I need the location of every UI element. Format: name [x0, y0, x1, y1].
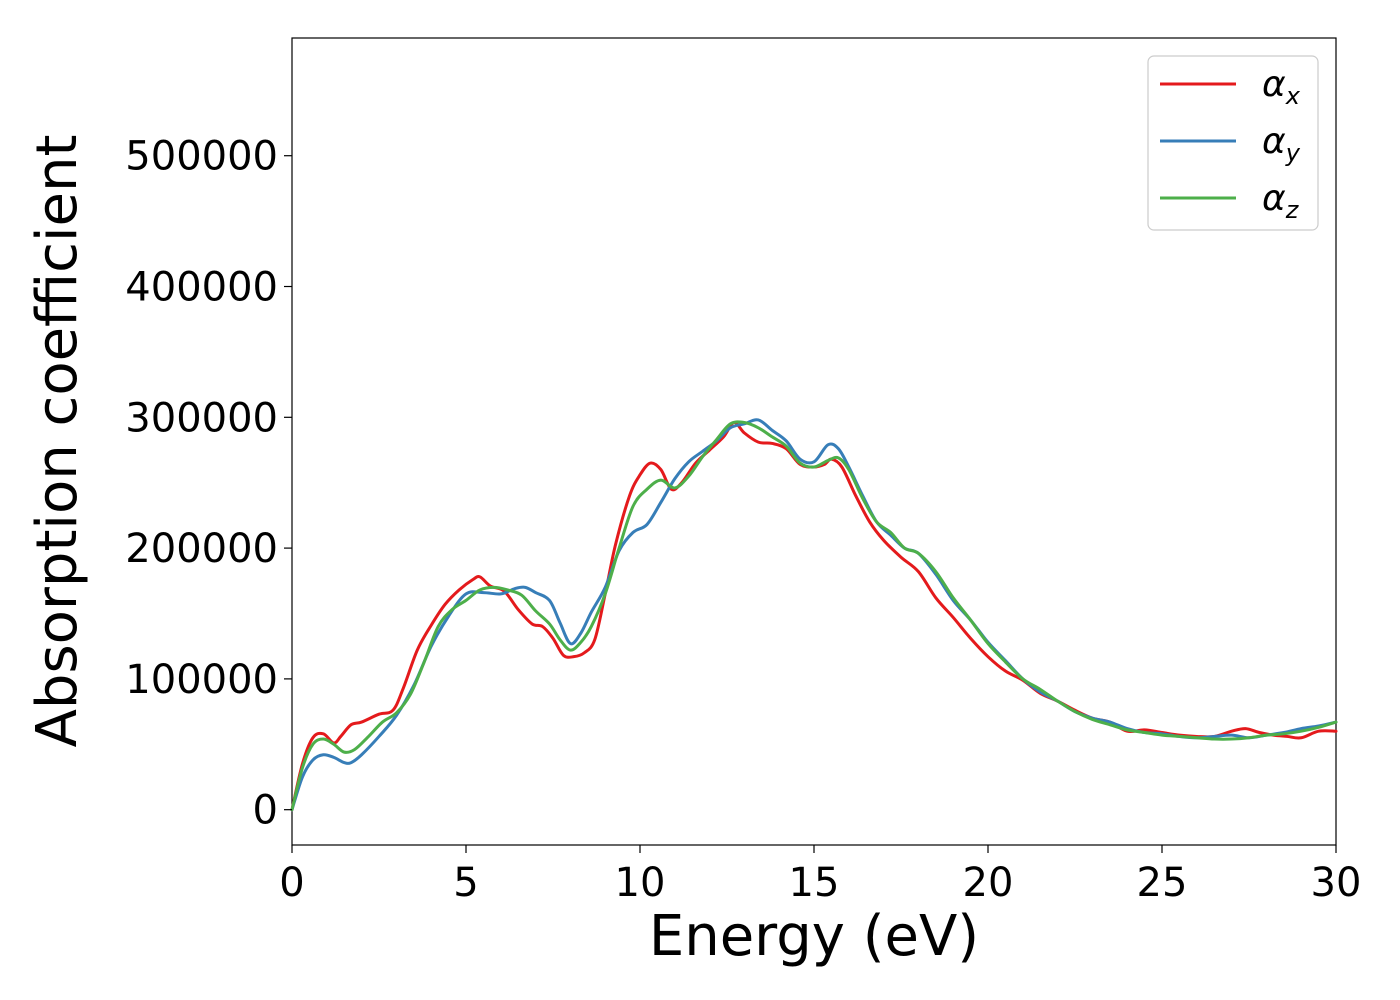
- legend-label-x: αx: [1262, 64, 1301, 110]
- legend-label-z: αz: [1262, 178, 1300, 224]
- legend-label-base: α: [1262, 178, 1286, 219]
- legend-label-subscript: y: [1285, 139, 1301, 167]
- legend-label-subscript: x: [1285, 82, 1301, 110]
- y-axis-label: Absorption coefficient: [25, 135, 90, 748]
- y-tick-label: 200000: [125, 526, 278, 572]
- legend-label-y: αy: [1262, 121, 1301, 167]
- x-tick-label: 30: [1311, 860, 1362, 906]
- y-tick-label: 0: [253, 788, 278, 834]
- x-tick-label: 0: [279, 860, 304, 906]
- x-tick-label: 25: [1137, 860, 1188, 906]
- y-tick-label: 500000: [125, 134, 278, 180]
- y-tick-label: 300000: [125, 395, 278, 441]
- y-tick-label: 400000: [125, 265, 278, 311]
- y-axis: 0 100000 200000 300000 400000 500000: [125, 134, 292, 834]
- x-axis: 0 5 10 15 20 25 30: [279, 845, 1361, 906]
- series-layer: [290, 418, 1338, 812]
- legend-box: [1147, 55, 1319, 231]
- x-axis-label: Energy (eV): [649, 904, 979, 969]
- legend-label-base: α: [1262, 121, 1286, 162]
- series-line-z: [290, 420, 1338, 812]
- legend-label-subscript: z: [1285, 196, 1300, 224]
- legend-label-base: α: [1262, 64, 1286, 105]
- x-tick-label: 20: [963, 860, 1014, 906]
- x-tick-label: 5: [453, 860, 478, 906]
- y-tick-label: 100000: [125, 657, 278, 703]
- x-tick-label: 15: [789, 860, 840, 906]
- x-tick-label: 10: [615, 860, 666, 906]
